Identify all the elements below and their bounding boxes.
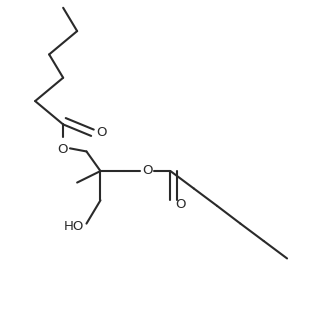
Text: O: O <box>57 143 68 156</box>
Text: O: O <box>96 126 106 139</box>
Text: O: O <box>175 197 185 211</box>
Text: HO: HO <box>64 220 84 233</box>
Text: O: O <box>142 164 152 177</box>
